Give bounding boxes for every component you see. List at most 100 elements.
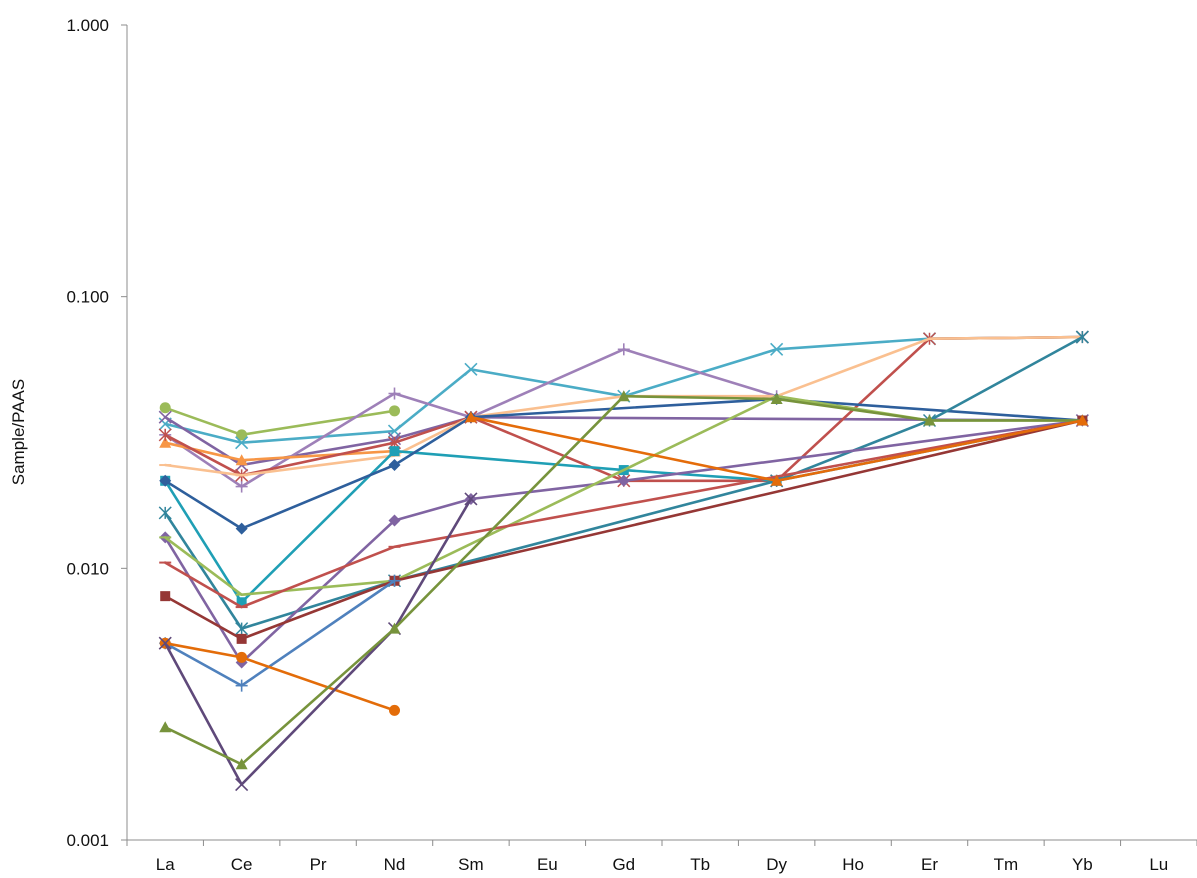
data-point: [617, 474, 630, 487]
marker-x: [235, 436, 249, 450]
x-tick-label: Eu: [537, 855, 558, 874]
data-point: [388, 514, 401, 527]
x-tick-label: Tm: [994, 855, 1019, 874]
marker-x: [770, 342, 784, 356]
data-point: [388, 622, 401, 634]
data-point: [236, 597, 247, 608]
y-tick-label: 0.100: [66, 288, 109, 307]
marker-triangle: [923, 414, 936, 426]
x-tick-label: Yb: [1072, 855, 1093, 874]
series-line: [163, 419, 1084, 641]
series-line: [163, 397, 1084, 530]
x-tick-label: Ce: [231, 855, 253, 874]
marker-square: [389, 446, 400, 457]
marker-triangle: [388, 622, 401, 634]
data-point: [158, 636, 172, 650]
data-point: [388, 387, 401, 400]
marker-x: [464, 362, 478, 376]
data-point: [235, 454, 248, 466]
data-point: [159, 402, 171, 414]
data-point: [235, 679, 248, 692]
data-point: [158, 410, 172, 424]
x-tick-label: Nd: [384, 855, 406, 874]
data-point: [235, 480, 248, 493]
marker-circle: [389, 405, 400, 417]
data-point: [235, 622, 249, 636]
data-point: [617, 390, 630, 402]
series-line: [163, 406, 396, 437]
x-tick-label: Ho: [842, 855, 864, 874]
series-line: [163, 335, 1084, 483]
x-tick-label: Er: [921, 855, 938, 874]
data-point: [158, 506, 172, 520]
data-point: [1075, 330, 1089, 344]
data-point: [464, 492, 478, 506]
marker-diamond: [617, 474, 630, 487]
data-point: [235, 777, 249, 792]
data-point: [159, 474, 172, 487]
series-line: [469, 415, 1084, 483]
y-tick-label: 1.000: [66, 16, 109, 35]
data-point: [236, 633, 247, 644]
marker-x: [158, 410, 172, 424]
marker-diamond: [235, 522, 248, 535]
series-group: [158, 330, 1089, 792]
series-16: [159, 637, 400, 716]
data-point: [158, 428, 172, 442]
marker-diamond: [388, 514, 401, 527]
x-tick-label: Tb: [690, 855, 710, 874]
data-point: [389, 405, 400, 417]
series-line: [163, 347, 778, 488]
data-point: [236, 429, 248, 441]
data-point: [388, 574, 401, 587]
y-tick-label: 0.001: [66, 831, 109, 850]
marker-triangle: [464, 411, 477, 423]
data-point: [159, 436, 172, 448]
marker-circle: [159, 402, 171, 414]
y-tick-label: 0.010: [66, 559, 109, 578]
series-line: [163, 641, 396, 712]
x-tick-label: La: [156, 855, 175, 874]
data-point: [236, 651, 248, 663]
x-tick-label: Sm: [458, 855, 484, 874]
marker-triangle: [1076, 414, 1089, 426]
marker-triangle: [617, 390, 630, 402]
data-point: [235, 522, 248, 535]
data-point: [770, 393, 783, 405]
series-line: [163, 419, 1084, 609]
marker-triangle: [159, 721, 172, 733]
series-17: [158, 492, 478, 792]
data-point: [923, 414, 936, 426]
marker-square: [236, 633, 247, 644]
data-point: [464, 411, 477, 423]
marker-triangle: [770, 393, 783, 405]
series-line: [163, 497, 473, 786]
x-tick-label: Dy: [766, 855, 787, 874]
marker-triangle: [159, 436, 172, 448]
data-point: [1076, 414, 1089, 426]
marker-diamond: [159, 474, 172, 487]
marker-x: [158, 636, 172, 650]
marker-triangle: [770, 474, 783, 486]
x-tick-label: Pr: [310, 855, 327, 874]
marker-triangle: [235, 758, 248, 770]
series-line: [163, 335, 1084, 477]
data-point: [770, 342, 784, 356]
marker-diamond: [388, 459, 401, 472]
data-point: [235, 436, 249, 450]
data-point: [159, 721, 172, 733]
data-point: [235, 758, 248, 770]
data-point: [770, 474, 783, 486]
data-point: [617, 343, 630, 356]
marker-circle: [236, 429, 248, 441]
marker-circle: [389, 704, 400, 716]
series-line: [163, 419, 1084, 664]
series-1: [159, 402, 400, 441]
data-point: [464, 362, 478, 376]
series-13: [159, 419, 1084, 609]
data-point: [160, 591, 171, 602]
series-line: [163, 335, 1084, 630]
y-axis-title: Sample/PAAS: [9, 379, 28, 485]
